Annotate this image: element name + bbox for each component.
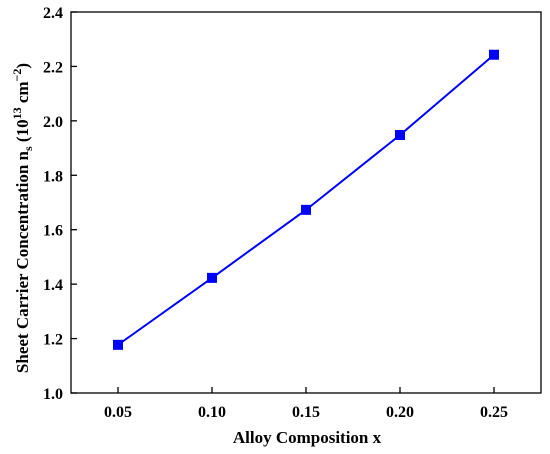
x-tick-label: 0.25	[480, 404, 508, 421]
y-axis-title-unit-close: )	[13, 63, 32, 69]
series-line	[117, 53, 495, 346]
y-axis-title-unit-open: (10	[13, 119, 32, 146]
y-tick-label: 1.6	[43, 223, 63, 240]
y-tick-label: 1.8	[43, 168, 63, 185]
y-axis-title-sub: s	[21, 146, 35, 151]
y-axis-title-exp1: 13	[10, 107, 24, 119]
y-axis-title-exp2: −2	[10, 69, 24, 82]
y-tick-label: 1.4	[43, 277, 63, 294]
y-tick-label: 2.4	[43, 5, 63, 22]
data-point	[489, 49, 499, 60]
x-tick-label: 0.15	[292, 404, 320, 421]
y-tick-label: 2.0	[43, 114, 63, 131]
data-point	[207, 272, 217, 283]
y-axis-title: Sheet Carrier Concentration ns (1013 cm−…	[10, 63, 35, 373]
x-tick-label: 0.20	[386, 404, 414, 421]
y-tick-label: 2.2	[43, 59, 63, 76]
y-tick-label: 1.0	[43, 386, 63, 403]
data-point	[113, 339, 123, 350]
x-tick-label: 0.10	[198, 404, 226, 421]
x-tick-label: 0.05	[104, 404, 132, 421]
y-axis-title-unit-mid: cm	[13, 81, 32, 107]
data-point	[395, 130, 405, 141]
y-axis-title-main: Sheet Carrier Concentration n	[13, 150, 32, 373]
y-tick-label: 1.2	[43, 332, 63, 349]
x-axis-title: Alloy Composition x	[233, 428, 382, 447]
plot-frame	[70, 11, 542, 394]
data-point	[301, 204, 311, 215]
